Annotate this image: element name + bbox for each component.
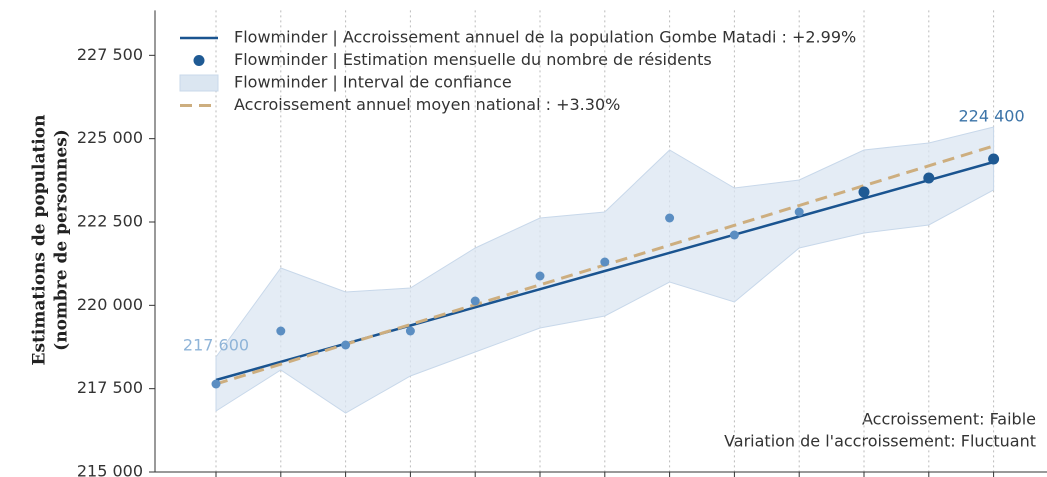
legend-label: Flowminder | Interval de confiance [234,73,512,92]
data-point [794,207,804,217]
y-tick-label: 225 000 [77,128,143,147]
data-point [211,379,221,389]
annotation: Accroissement: Faible [862,410,1036,429]
legend-label: Flowminder | Estimation mensuelle du nom… [234,50,712,69]
legend-label: Flowminder | Accroissement annuel de la … [234,28,856,47]
data-point [276,326,286,336]
y-axis-label: (nombre de personnes) [52,129,72,351]
y-tick-label: 217 500 [77,378,143,397]
y-tick-label: 220 000 [77,295,143,314]
data-point [923,172,935,184]
data-point [988,153,1000,165]
value-label: 217 600 [183,335,249,354]
data-point [858,186,870,198]
data-point [665,213,675,223]
y-tick-label: 222 500 [77,211,143,230]
y-tick-label: 215 000 [77,462,143,477]
y-axis-label: Estimations de population [30,115,50,366]
data-point [600,257,610,267]
data-point [470,296,480,306]
legend-swatch [179,74,219,92]
y-tick-label: 227 500 [77,45,143,64]
data-point [535,271,545,281]
point-layer [211,153,1000,389]
data-point [341,340,351,350]
data-point [405,326,415,336]
data-point [729,230,739,240]
value-label: 224 400 [959,106,1025,125]
legend-label: Accroissement annuel moyen national : +3… [234,95,620,114]
legend-swatch [193,55,205,66]
annotation: Variation de l'accroissement: Fluctuant [724,432,1036,451]
